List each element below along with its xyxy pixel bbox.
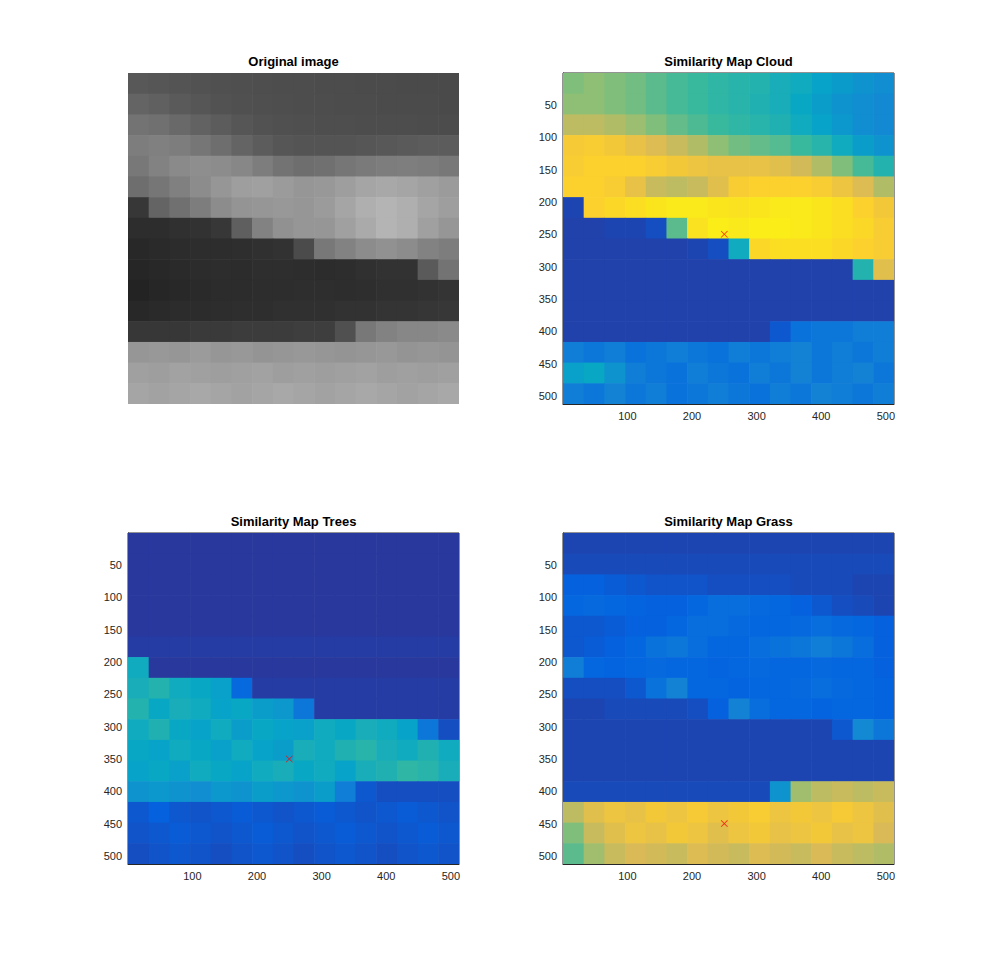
svg-text:500: 500: [442, 870, 460, 882]
svg-text:50: 50: [545, 559, 557, 571]
svg-text:Similarity Map Trees: Similarity Map Trees: [231, 514, 357, 529]
svg-text:500: 500: [877, 870, 895, 882]
svg-text:150: 150: [104, 624, 122, 636]
svg-text:300: 300: [539, 261, 557, 273]
svg-text:50: 50: [110, 559, 122, 571]
svg-text:150: 150: [539, 164, 557, 176]
svg-text:400: 400: [812, 410, 830, 422]
svg-text:200: 200: [683, 870, 701, 882]
svg-text:150: 150: [539, 624, 557, 636]
svg-text:300: 300: [104, 721, 122, 733]
svg-text:400: 400: [539, 325, 557, 337]
svg-text:500: 500: [104, 850, 122, 862]
svg-text:200: 200: [539, 656, 557, 668]
svg-text:100: 100: [539, 591, 557, 603]
svg-text:500: 500: [539, 850, 557, 862]
svg-text:300: 300: [747, 870, 765, 882]
svg-text:300: 300: [539, 721, 557, 733]
svg-text:450: 450: [539, 818, 557, 830]
svg-text:Similarity Map Grass: Similarity Map Grass: [664, 514, 793, 529]
svg-text:450: 450: [104, 818, 122, 830]
svg-text:400: 400: [539, 785, 557, 797]
svg-text:300: 300: [312, 870, 330, 882]
svg-text:250: 250: [539, 688, 557, 700]
svg-text:400: 400: [812, 870, 830, 882]
svg-text:350: 350: [539, 753, 557, 765]
svg-text:100: 100: [104, 591, 122, 603]
svg-text:250: 250: [539, 228, 557, 240]
svg-text:450: 450: [539, 358, 557, 370]
svg-text:200: 200: [683, 410, 701, 422]
svg-text:400: 400: [377, 870, 395, 882]
svg-text:350: 350: [539, 293, 557, 305]
svg-text:100: 100: [618, 410, 636, 422]
svg-text:100: 100: [539, 131, 557, 143]
svg-text:100: 100: [183, 870, 201, 882]
svg-text:50: 50: [545, 99, 557, 111]
svg-text:300: 300: [747, 410, 765, 422]
svg-text:400: 400: [104, 785, 122, 797]
svg-text:350: 350: [104, 753, 122, 765]
svg-text:Original image: Original image: [248, 54, 338, 69]
svg-text:500: 500: [539, 390, 557, 402]
svg-text:200: 200: [104, 656, 122, 668]
svg-text:100: 100: [618, 870, 636, 882]
svg-text:200: 200: [248, 870, 266, 882]
svg-text:500: 500: [877, 410, 895, 422]
svg-text:Similarity Map Cloud: Similarity Map Cloud: [664, 54, 793, 69]
svg-text:200: 200: [539, 196, 557, 208]
svg-text:250: 250: [104, 688, 122, 700]
